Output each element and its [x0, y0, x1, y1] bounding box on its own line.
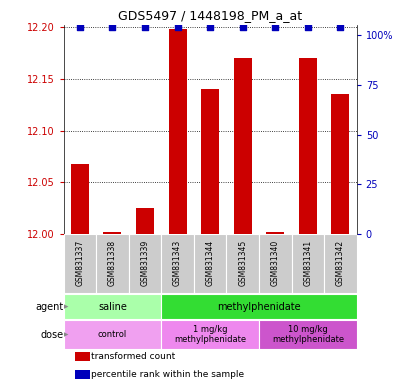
Point — [174, 24, 180, 30]
Bar — [266, 232, 283, 234]
Bar — [128, 234, 161, 293]
Bar — [291, 234, 324, 293]
Bar — [330, 94, 348, 234]
Bar — [298, 58, 316, 234]
Bar — [258, 234, 291, 293]
Point — [142, 24, 148, 30]
Text: GSM831341: GSM831341 — [303, 240, 312, 286]
Text: GSM831339: GSM831339 — [140, 240, 149, 286]
Bar — [96, 234, 128, 293]
Bar — [63, 294, 161, 319]
Text: GSM831345: GSM831345 — [238, 240, 247, 286]
Text: GSM831344: GSM831344 — [205, 240, 214, 286]
Bar — [161, 294, 356, 319]
Bar — [168, 29, 186, 234]
Text: 1 mg/kg
methylphenidate: 1 mg/kg methylphenidate — [174, 325, 245, 344]
Text: GSM831340: GSM831340 — [270, 240, 279, 286]
Bar — [103, 232, 121, 234]
Point — [206, 24, 213, 30]
Text: control: control — [97, 330, 127, 339]
Bar — [136, 208, 153, 234]
Text: saline: saline — [98, 301, 126, 311]
Text: transformed count: transformed count — [91, 352, 175, 361]
Point — [76, 24, 83, 30]
Bar — [75, 371, 90, 379]
Bar — [201, 89, 218, 234]
Bar — [193, 234, 226, 293]
Bar — [233, 58, 251, 234]
Text: percentile rank within the sample: percentile rank within the sample — [91, 371, 244, 379]
Text: GSM831337: GSM831337 — [75, 240, 84, 286]
Text: GSM831343: GSM831343 — [173, 240, 182, 286]
Text: methylphenidate: methylphenidate — [217, 301, 300, 311]
Text: agent: agent — [35, 301, 63, 311]
Bar — [75, 352, 90, 361]
Bar — [226, 234, 258, 293]
Bar — [71, 164, 89, 234]
Point — [109, 24, 115, 30]
Point — [271, 24, 278, 30]
Bar — [324, 234, 356, 293]
Bar — [161, 320, 258, 349]
Point — [336, 24, 343, 30]
Text: GSM831342: GSM831342 — [335, 240, 344, 286]
Text: GSM831338: GSM831338 — [108, 240, 117, 286]
Point — [304, 24, 310, 30]
Title: GDS5497 / 1448198_PM_a_at: GDS5497 / 1448198_PM_a_at — [118, 9, 301, 22]
Bar — [63, 320, 161, 349]
Text: 10 mg/kg
methylphenidate: 10 mg/kg methylphenidate — [271, 325, 343, 344]
Bar — [63, 234, 96, 293]
Bar — [258, 320, 356, 349]
Point — [239, 24, 245, 30]
Text: dose: dose — [40, 329, 63, 339]
Bar — [161, 234, 193, 293]
